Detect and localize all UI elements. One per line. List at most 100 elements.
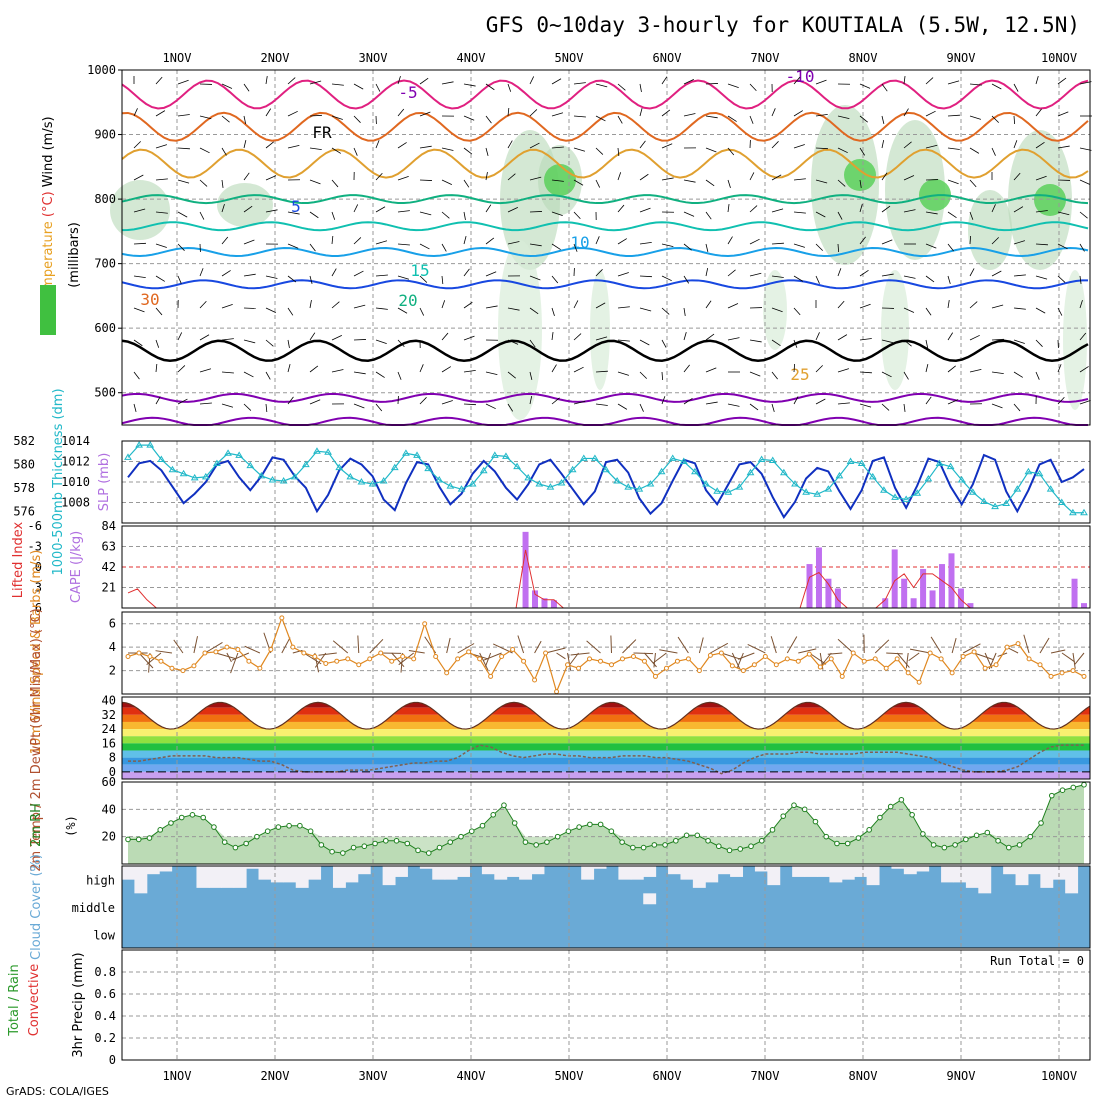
upper-wind-barb — [463, 403, 476, 406]
upper-wind-barb — [177, 79, 189, 85]
cape-bar — [920, 568, 927, 608]
cloud-clear-cell — [345, 866, 359, 883]
wind-speed-point — [257, 665, 263, 671]
x-tick-label: 9NOV — [947, 1069, 976, 1083]
upper-wind-barb — [243, 273, 256, 277]
upper-wind-barb — [1057, 307, 1063, 316]
upper-wind-barb — [287, 110, 298, 117]
rh-point — [1070, 784, 1077, 791]
slp-marker — [157, 455, 166, 462]
rh-point — [329, 848, 335, 855]
wind-barb — [905, 652, 909, 669]
upper-wind-barb — [133, 174, 144, 181]
upper-wind-barb — [661, 339, 667, 348]
rh-point — [791, 802, 797, 809]
upper-wind-barb — [133, 141, 141, 149]
axis-label-part: Temperature — [41, 217, 56, 304]
slp-marker — [557, 479, 566, 486]
upper-wind-barb — [1013, 172, 1021, 181]
rh-point — [877, 814, 883, 821]
rh-point — [254, 833, 260, 840]
wind-speed-point — [334, 658, 340, 664]
wind-speed-point — [795, 658, 801, 664]
wind-barb — [874, 639, 890, 654]
upper-wind-barb — [573, 366, 584, 373]
slp-marker — [1068, 508, 1077, 516]
y-axis-label: CAPE (J/kg) — [69, 531, 84, 603]
rh-point — [715, 843, 722, 850]
y-tick-label: 0 — [109, 765, 116, 779]
upper-wind-barb — [991, 83, 1002, 90]
rh-point — [973, 832, 980, 839]
rh-point — [673, 837, 679, 844]
upper-wind-barb — [1013, 307, 1026, 310]
rh-point — [125, 836, 131, 843]
cloud-clear-cell — [643, 866, 657, 877]
rh-point — [576, 824, 582, 830]
upper-wind-barb — [243, 339, 256, 344]
upper-wind-barb — [1079, 300, 1083, 309]
x-tick-label: 3NOV — [359, 1069, 388, 1083]
upper-wind-barb — [661, 76, 668, 85]
wind-barb — [886, 652, 903, 655]
x-tick-label: 6NOV — [653, 51, 682, 65]
upper-wind-barb — [463, 369, 476, 373]
upper-wind-barb — [661, 177, 674, 181]
upper-wind-barb — [837, 147, 848, 154]
upper-wind-barb — [485, 237, 495, 245]
upper-wind-barb — [155, 363, 158, 373]
chart-title: GFS 0~10day 3-hourly for KOUTIALA (5.5W,… — [486, 13, 1080, 37]
x-tick-label: 6NOV — [653, 1069, 682, 1083]
slp-marker — [968, 488, 977, 495]
cloud-clear-cell — [1040, 866, 1054, 888]
wind-barb — [653, 652, 656, 668]
rh-area-mid — [128, 784, 1084, 864]
upper-wind-barb — [397, 339, 405, 348]
wind-speed-point — [1048, 673, 1054, 679]
rh-point — [640, 844, 647, 851]
wind-barb — [586, 640, 601, 654]
upper-wind-barb — [199, 402, 212, 405]
rh-point — [350, 844, 357, 851]
upper-wind-barb — [991, 371, 1004, 375]
upper-wind-barb — [595, 236, 600, 245]
upper-wind-barb — [903, 307, 915, 313]
upper-wind-barb — [485, 204, 492, 213]
upper-wind-barb — [859, 303, 871, 309]
wind-barb — [556, 652, 566, 660]
upper-wind-barb — [727, 236, 733, 245]
wind-speed-point — [235, 646, 241, 652]
upper-wind-barb — [507, 371, 516, 379]
wind-speed-point — [510, 646, 516, 652]
cloud-clear-cell — [308, 866, 322, 880]
contour-label: 30 — [140, 290, 159, 309]
upper-wind-barb — [375, 240, 388, 245]
rh-point — [984, 829, 991, 836]
rh-point — [898, 796, 905, 803]
y-tick-label: 700 — [94, 257, 116, 271]
y-tick-label: 6 — [109, 617, 116, 631]
cape-bar — [882, 598, 889, 608]
cloud-level-label: high — [86, 874, 115, 888]
upper-wind-barb — [573, 82, 586, 85]
wind-speed-point — [696, 668, 702, 674]
rh-point — [941, 844, 948, 851]
slp-marker — [835, 471, 844, 479]
temp-contour — [121, 416, 1088, 426]
wind-barb — [1039, 637, 1050, 654]
upper-wind-barb — [969, 235, 972, 245]
upper-wind-barb — [507, 140, 513, 149]
y-tick-label: 0.6 — [94, 987, 116, 1001]
upper-wind-barb — [573, 115, 586, 118]
upper-wind-barb — [331, 179, 339, 188]
slp-marker — [502, 452, 510, 459]
wind-speed-point — [565, 662, 571, 668]
y-axis-label-secondary: Total / Rain — [7, 964, 22, 1037]
upper-wind-barb — [1013, 403, 1021, 412]
upper-wind-barb — [507, 403, 514, 412]
upper-wind-barb — [661, 109, 671, 117]
cloud-clear-cell — [630, 866, 644, 880]
rh-point — [458, 833, 464, 840]
upper-wind-barb — [815, 275, 820, 284]
upper-wind-barb — [551, 112, 564, 117]
